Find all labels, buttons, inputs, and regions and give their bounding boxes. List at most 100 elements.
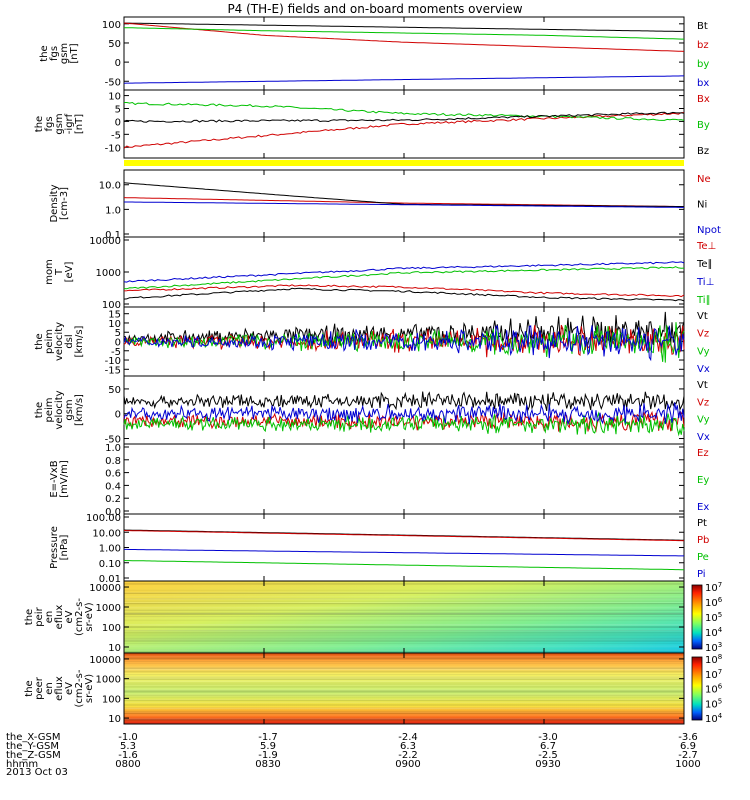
x-axis-annotation: the_X-GSMthe_Y-GSMthe_Z-GSMhhmm-1.05.3-1… xyxy=(6,732,701,770)
legend-Ex: Ex xyxy=(697,502,709,513)
series-line-Bt xyxy=(124,22,685,32)
figure-title: P4 (TH-E) fields and on-board moments ov… xyxy=(227,2,522,16)
x-row-label: the_X-GSM xyxy=(6,732,60,743)
legend-Ez: Ez xyxy=(697,448,709,459)
panel-6: 50 0 -50 thepeimvelocitygsm[km/s] Vt Vz Vy Vx xyxy=(34,375,710,446)
series-line-Ti∥ xyxy=(123,266,685,290)
legend-Bx: Bx xyxy=(697,94,710,105)
y-axis-label: momT[eV] xyxy=(44,259,75,285)
series-line-Ne xyxy=(123,197,685,208)
legend-Npot: Npot xyxy=(697,225,721,236)
x-value: -1.7 xyxy=(258,732,278,743)
y-tick-label: 0.2 xyxy=(105,494,121,505)
y-tick-label: -5 xyxy=(111,130,121,141)
x-value: 1000 xyxy=(675,759,700,770)
y-tick-label: 1000 xyxy=(96,675,121,686)
legend-Ni: Ni xyxy=(697,200,707,211)
x-value: 6.7 xyxy=(540,741,556,752)
spectrogram xyxy=(124,581,684,653)
y-tick-label: 1000 xyxy=(96,603,121,614)
x-value: -1.6 xyxy=(118,750,138,761)
y-tick-label: -10 xyxy=(105,356,121,367)
legend-Ey: Ey xyxy=(697,475,709,486)
y-tick-label: 0.0 xyxy=(105,507,121,518)
y-tick-label: 10.0 xyxy=(99,181,121,192)
y-tick-label: 0 xyxy=(115,117,121,128)
colorbar-tick-label: 108 xyxy=(705,653,722,666)
panel-7: 1.0 0.8 0.60.4 0.2 0.0 E=-VxB[mV/m] Ez Ey Ex xyxy=(49,443,709,518)
legend-bz: bz xyxy=(697,40,709,51)
colorbar-tick-label: 104 xyxy=(705,712,723,725)
series-line-bz xyxy=(123,22,685,52)
y-tick-label: 5 xyxy=(115,328,121,339)
x-value: -1.0 xyxy=(118,732,138,743)
x-value: -2.5 xyxy=(538,750,558,761)
x-value: -2.4 xyxy=(398,732,418,743)
legend-Bt: Bt xyxy=(697,21,708,32)
colorbar xyxy=(691,584,703,650)
y-tick-label: 0.4 xyxy=(105,481,121,492)
x-value: 0900 xyxy=(395,759,420,770)
x-value: 6.3 xyxy=(400,741,416,752)
y-tick-label: 100 xyxy=(102,20,121,31)
legend-Vt: Vt xyxy=(697,380,708,391)
y-axis-label: thefgsgsm[nT] xyxy=(39,43,80,64)
panel-1: 100 50 0 -50 thefgsgsm[nT] Bt bz by bx xyxy=(39,16,709,91)
panel-frame xyxy=(123,375,685,445)
y-tick-label: 15 xyxy=(108,310,121,321)
x-value: 5.9 xyxy=(260,741,276,752)
y-tick-label: 10000 xyxy=(89,583,121,594)
y-tick-label: 1.0 xyxy=(105,205,121,216)
panel-9: 10710610510410310000100010010thepeirenef… xyxy=(24,580,723,654)
x-value: -3.6 xyxy=(678,732,698,743)
y-tick-label: -50 xyxy=(105,435,121,446)
panels: 100500-50thefgsgsm[nT]Btbzbybx1050-5-10t… xyxy=(24,16,723,725)
y-tick-label: 10 xyxy=(108,319,121,330)
colorbar-tick-label: 107 xyxy=(705,668,722,681)
legend-Ti⊥: Ti⊥ xyxy=(696,277,714,288)
legend-Pt: Pt xyxy=(697,518,707,529)
series-line-Pi xyxy=(124,548,684,557)
legend-Vt: Vt xyxy=(697,311,708,322)
x-row-label: hhmm xyxy=(6,759,38,770)
colorbar-tick-label: 104 xyxy=(705,626,723,639)
y-tick-label: -10 xyxy=(105,143,121,154)
legend-By: By xyxy=(697,120,710,131)
x-value: 0930 xyxy=(535,759,560,770)
y-tick-label: 0.8 xyxy=(105,456,121,467)
x-value: 0800 xyxy=(115,759,140,770)
y-tick-label: 1000 xyxy=(96,268,121,279)
y-tick-label: 100 xyxy=(102,694,121,705)
series-line-Vx xyxy=(123,402,685,426)
y-tick-label: 10.00 xyxy=(92,528,121,539)
panel-frame xyxy=(123,443,685,515)
y-tick-label: -15 xyxy=(105,365,121,376)
legend-Te⊥: Te⊥ xyxy=(696,241,716,252)
y-tick-label: 0 xyxy=(115,58,121,69)
series-line-Vt xyxy=(123,391,685,412)
colorbar-tick-label: 105 xyxy=(705,697,722,710)
legend-Ti∥: Ti∥ xyxy=(696,295,711,306)
y-axis-label: thepeimvelocitygsm[km/s] xyxy=(34,390,85,429)
colorbar-tick-label: 106 xyxy=(705,596,723,609)
y-tick-label: -50 xyxy=(105,77,121,88)
y-axis-label: Density[cm-3] xyxy=(49,184,70,222)
y-tick-label: 1.00 xyxy=(99,544,121,555)
series-line-Bz xyxy=(123,111,685,123)
y-tick-label: 0.6 xyxy=(105,469,121,480)
series-line-By xyxy=(124,101,685,121)
series-line-bx xyxy=(123,75,684,84)
y-tick-label: 10 xyxy=(108,643,121,654)
legend-Vz: Vz xyxy=(697,397,709,408)
y-axis-label: Pressure[nPa] xyxy=(49,526,70,569)
y-tick-label: 100 xyxy=(102,623,121,634)
y-tick-label: 0.1 xyxy=(105,230,121,241)
legend-Pi: Pi xyxy=(697,569,706,580)
y-tick-label: 1.0 xyxy=(105,443,121,454)
x-value: -2.7 xyxy=(678,750,698,761)
legend-Vy: Vy xyxy=(697,415,710,426)
legend-Vz: Vz xyxy=(697,329,709,340)
series-line-Te⊥ xyxy=(123,284,685,298)
legend-Pe: Pe xyxy=(697,552,709,563)
